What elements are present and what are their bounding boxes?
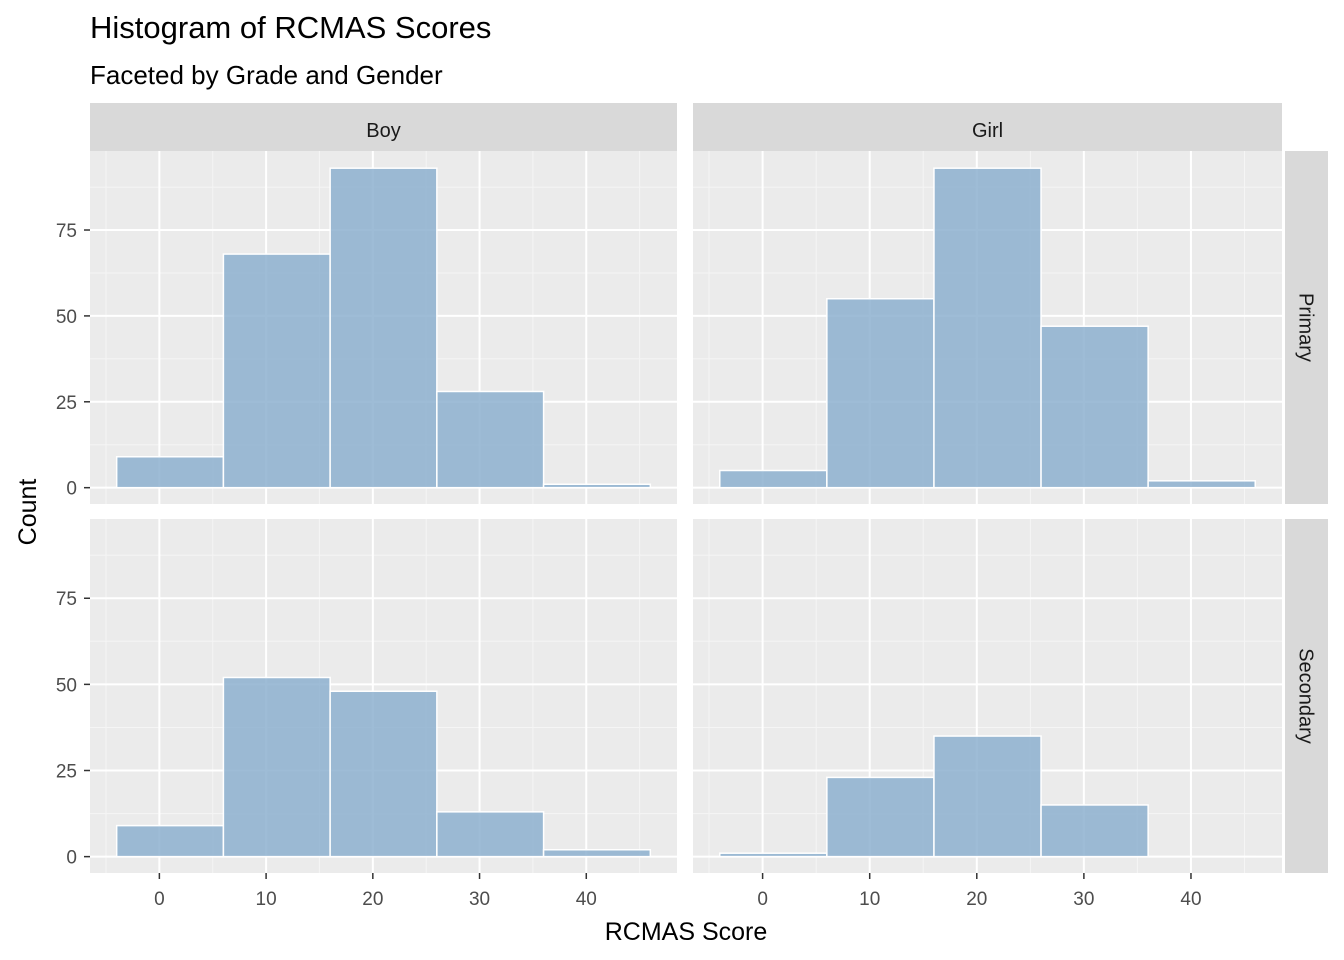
x-tick-label: 40 <box>1180 889 1201 910</box>
strip-label-secondary: Secondary <box>1295 648 1317 744</box>
x-axis-title: RCMAS Score <box>605 918 768 946</box>
x-tick-label: 0 <box>757 889 768 910</box>
histogram-bar <box>719 852 828 858</box>
histogram-bar <box>222 253 331 489</box>
panel-secondary-boy <box>90 519 677 873</box>
histogram-bar <box>933 735 1042 858</box>
histogram-bar <box>115 456 225 489</box>
panel-primary-girl <box>693 151 1282 504</box>
strip-label-boy: Boy <box>366 120 400 142</box>
chart-subtitle: Faceted by Grade and Gender <box>90 60 443 90</box>
strip-label-girl: Girl <box>972 120 1003 142</box>
histogram-bar <box>1040 325 1149 489</box>
x-tick-label: 10 <box>256 889 277 910</box>
x-tick-label: 40 <box>576 889 597 910</box>
histogram-bar <box>542 483 652 489</box>
histogram-bar <box>542 848 652 858</box>
histogram-bar <box>826 297 935 489</box>
x-tick-label: 0 <box>154 889 165 910</box>
y-tick-label: 75 <box>56 221 77 242</box>
strip-girl <box>693 103 1282 151</box>
histogram-bar <box>329 167 438 489</box>
histogram-bar <box>933 167 1042 489</box>
panel-secondary-girl <box>693 519 1282 873</box>
histogram-bar <box>1040 804 1149 858</box>
histogram-bar <box>115 824 225 858</box>
chart-title: Histogram of RCMAS Scores <box>90 10 492 45</box>
histogram-bar <box>719 469 828 489</box>
x-tick-label: 20 <box>966 889 987 910</box>
panel-primary-boy <box>90 151 677 504</box>
y-tick-label: 50 <box>56 307 77 328</box>
y-tick-label: 0 <box>66 848 77 869</box>
y-tick-label: 0 <box>66 479 77 500</box>
histogram-bar <box>826 776 935 858</box>
histogram-bar <box>329 690 438 858</box>
y-tick-label: 75 <box>56 589 77 610</box>
histogram-bar <box>436 811 545 858</box>
histogram-bar <box>1147 480 1256 489</box>
x-tick-label: 10 <box>859 889 880 910</box>
y-axis-title: Count <box>14 479 42 546</box>
x-tick-label: 20 <box>362 889 383 910</box>
x-tick-label: 30 <box>469 889 490 910</box>
strip-label-primary: Primary <box>1295 293 1317 362</box>
histogram-bar <box>222 676 331 858</box>
y-tick-label: 50 <box>56 675 77 696</box>
y-tick-label: 25 <box>56 762 77 783</box>
y-tick-label: 25 <box>56 393 77 414</box>
x-tick-label: 30 <box>1073 889 1094 910</box>
strip-primary <box>1285 151 1328 504</box>
strip-secondary <box>1285 519 1328 873</box>
histogram-bar <box>436 390 545 489</box>
strip-boy <box>90 103 677 151</box>
